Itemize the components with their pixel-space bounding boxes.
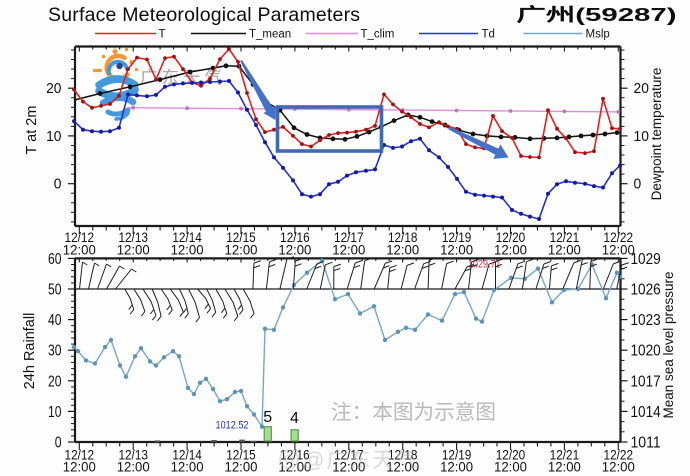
svg-text:12:00: 12:00 [440, 242, 473, 258]
svg-text:10: 10 [48, 404, 62, 421]
svg-text:20: 20 [48, 373, 62, 390]
svg-text:12:00: 12:00 [494, 242, 527, 258]
svg-text:12:00: 12:00 [386, 242, 419, 258]
svg-text:0: 0 [54, 176, 62, 193]
svg-text:12/21: 12/21 [550, 229, 580, 245]
svg-text:1026: 1026 [631, 282, 661, 299]
svg-text:注：本图为示意图: 注：本图为示意图 [331, 401, 496, 424]
svg-text:Mslp: Mslp [586, 29, 610, 41]
svg-text:10: 10 [46, 128, 61, 145]
svg-text:12/17: 12/17 [334, 229, 364, 245]
svg-text:12:00: 12:00 [117, 242, 150, 258]
svg-text:12/17: 12/17 [334, 447, 364, 463]
svg-text:12:00: 12:00 [225, 242, 258, 258]
svg-text:12:00: 12:00 [548, 459, 581, 475]
svg-text:1017: 1017 [631, 373, 661, 390]
svg-text:24h Rainfall: 24h Rainfall [22, 313, 38, 390]
svg-text:T_clim: T_clim [361, 29, 395, 41]
svg-text:12:00: 12:00 [386, 459, 419, 475]
svg-text:20: 20 [634, 80, 649, 97]
svg-text:12/14: 12/14 [172, 229, 202, 245]
svg-text:50: 50 [48, 282, 62, 299]
svg-text:4: 4 [290, 410, 299, 427]
svg-text:12:00: 12:00 [440, 459, 473, 475]
svg-text:10: 10 [634, 128, 649, 145]
svg-text:Mean sea level pressure: Mean sea level pressure [661, 271, 676, 418]
svg-text:12:00: 12:00 [332, 459, 365, 475]
svg-text:1014: 1014 [631, 404, 662, 421]
svg-text:广州(59287): 广州(59287) [517, 4, 677, 25]
svg-text:12/15: 12/15 [226, 229, 256, 245]
svg-text:12/19: 12/19 [442, 229, 472, 245]
svg-text:Td: Td [482, 29, 495, 41]
svg-text:12:00: 12:00 [332, 242, 365, 258]
svg-text:40: 40 [48, 312, 62, 329]
svg-text:12:00: 12:00 [278, 242, 311, 258]
svg-text:12/14: 12/14 [172, 447, 202, 463]
svg-text:T at 2m: T at 2m [24, 106, 40, 155]
svg-text:Surface Meteorological Paramet: Surface Meteorological Parameters [48, 4, 360, 26]
svg-text:12:00: 12:00 [602, 459, 635, 475]
svg-text:1011: 1011 [631, 435, 661, 452]
svg-text:12:00: 12:00 [602, 242, 635, 258]
svg-text:12/22: 12/22 [604, 229, 634, 245]
svg-text:T_mean: T_mean [249, 29, 291, 41]
svg-text:1012.52: 1012.52 [216, 420, 249, 432]
svg-text:12:00: 12:00 [63, 242, 96, 258]
svg-text:12/19: 12/19 [442, 447, 472, 463]
svg-text:12/21: 12/21 [550, 447, 580, 463]
svg-text:0: 0 [634, 176, 642, 193]
svg-text:12/20: 12/20 [496, 229, 526, 245]
svg-text:12:00: 12:00 [117, 459, 150, 475]
svg-text:1029: 1029 [631, 251, 661, 268]
svg-text:12/20: 12/20 [496, 447, 526, 463]
svg-text:12/22: 12/22 [604, 447, 634, 463]
svg-text:T: T [159, 29, 166, 41]
svg-text:12:00: 12:00 [171, 242, 204, 258]
svg-text:12/12: 12/12 [65, 229, 95, 245]
svg-text:1020: 1020 [631, 343, 662, 360]
svg-text:12:00: 12:00 [225, 459, 258, 475]
svg-text:1029.71: 1029.71 [468, 259, 501, 271]
svg-text:12:00: 12:00 [494, 459, 527, 475]
svg-text:12/13: 12/13 [118, 229, 148, 245]
svg-text:12/15: 12/15 [226, 447, 256, 463]
svg-text:@广东天气: @广东天气 [303, 449, 418, 472]
svg-text:0: 0 [55, 435, 62, 452]
svg-text:Dewpoint temperature: Dewpoint temperature [649, 68, 664, 201]
svg-text:5: 5 [263, 409, 272, 426]
svg-text:12:00: 12:00 [63, 459, 96, 475]
svg-text:12/12: 12/12 [65, 447, 95, 463]
svg-text:1023: 1023 [631, 312, 661, 329]
svg-text:12:00: 12:00 [548, 242, 581, 258]
svg-text:60: 60 [48, 251, 62, 268]
svg-text:12/16: 12/16 [280, 229, 310, 245]
svg-text:20: 20 [46, 80, 61, 97]
svg-text:30: 30 [48, 343, 62, 360]
svg-text:12/18: 12/18 [388, 229, 418, 245]
svg-text:12/13: 12/13 [118, 447, 148, 463]
svg-text:12/18: 12/18 [388, 447, 418, 463]
svg-text:12:00: 12:00 [171, 459, 204, 475]
